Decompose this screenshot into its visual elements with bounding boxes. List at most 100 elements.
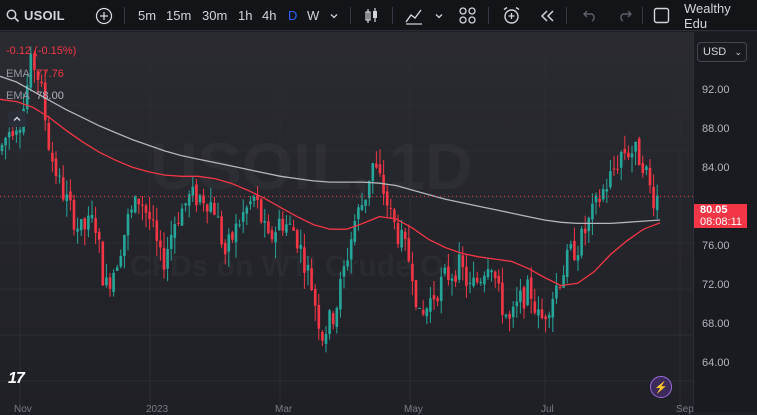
candle-body <box>490 270 493 273</box>
candle-body <box>101 241 105 286</box>
interval-5m[interactable]: 5m <box>138 8 157 23</box>
account-name[interactable]: Wealthy Edu <box>684 0 731 31</box>
candle-body <box>317 305 321 329</box>
interval-dropdown[interactable] <box>329 0 339 31</box>
candle-body <box>522 287 526 309</box>
candle-body <box>252 196 256 201</box>
rewind-icon <box>540 9 554 22</box>
candle-body <box>7 132 11 138</box>
candle-body <box>184 203 187 206</box>
interval-d[interactable]: D <box>288 8 298 23</box>
candle-body <box>72 199 76 230</box>
candle-body <box>40 81 43 84</box>
redo-button[interactable] <box>617 0 632 31</box>
candle-body <box>249 201 252 205</box>
candle-body <box>119 255 123 267</box>
alert-button[interactable] <box>502 0 521 31</box>
fullscreen-button[interactable] <box>653 0 670 31</box>
candle-body <box>504 314 508 317</box>
currency-select[interactable]: USD ⌄ <box>697 42 747 62</box>
interval-4h[interactable]: 4h <box>262 8 277 23</box>
chart-area[interactable]: USOIL, 1D CFDs on WTI Crude Oil -0.12 (-… <box>0 32 757 415</box>
candle-body <box>339 279 342 310</box>
price-plot <box>0 46 693 353</box>
chart-pane[interactable]: USOIL, 1D CFDs on WTI Crude Oil -0.12 (-… <box>0 32 694 415</box>
chart-type-button[interactable] <box>364 0 380 31</box>
candle-body <box>501 282 504 315</box>
candle-body <box>69 191 72 201</box>
redo-icon <box>620 10 632 22</box>
candles-icon <box>365 7 377 23</box>
candle-body <box>616 168 619 170</box>
candle-body <box>648 167 652 186</box>
candle-body <box>177 222 180 224</box>
candle-body <box>148 211 151 220</box>
candle-body <box>54 158 58 177</box>
candle-body <box>486 269 490 277</box>
candle-body <box>202 195 205 204</box>
candle-body <box>303 247 306 273</box>
time-label: Nov <box>14 404 32 415</box>
candle-body <box>461 255 465 268</box>
candle-body <box>94 218 97 233</box>
symbol-search[interactable]: USOIL <box>6 0 65 31</box>
candle-body <box>411 263 414 282</box>
lightning-icon[interactable]: ⚡ <box>650 376 672 398</box>
interval-w[interactable]: W <box>307 8 320 23</box>
candle-body <box>349 239 353 260</box>
currency-value: USD <box>703 46 727 58</box>
compare-symbol-button[interactable] <box>95 0 113 31</box>
candle-body <box>353 221 357 242</box>
layout-grid-icon <box>459 7 476 24</box>
legend-collapse-button[interactable] <box>8 111 26 127</box>
legend-ema-slow[interactable]: EMA 78.00 <box>6 90 64 102</box>
price-tick: 72.00 <box>702 279 730 291</box>
indicators-button[interactable] <box>405 0 423 31</box>
candle-body <box>115 267 119 271</box>
interval-15m[interactable]: 15m <box>166 8 192 23</box>
candle-body <box>144 205 148 213</box>
candle-body <box>483 275 486 285</box>
chevron-up-icon <box>13 116 21 121</box>
candle-body <box>429 298 432 312</box>
candle-body <box>360 205 364 211</box>
candle-body <box>137 198 141 205</box>
candle-body <box>227 234 231 252</box>
time-label: Mar <box>275 404 293 415</box>
time-label: Sep <box>676 404 694 415</box>
candle-body <box>540 309 544 318</box>
candle-body <box>594 195 598 203</box>
interval-30m[interactable]: 30m <box>202 8 228 23</box>
candle-body <box>652 186 655 209</box>
candle-body <box>90 214 94 219</box>
candle-body <box>166 248 169 269</box>
legend-ema-fast[interactable]: EMA 77.76 <box>6 68 64 80</box>
candle-body <box>0 144 4 152</box>
square-icon <box>653 7 670 24</box>
candle-body <box>58 175 61 177</box>
candle-body <box>414 280 418 308</box>
alarm-clock-icon <box>503 6 520 24</box>
candle-body <box>641 163 645 174</box>
legend-change: -0.12 (-0.15%) <box>6 45 76 57</box>
replay-button[interactable] <box>539 0 555 31</box>
candle-body <box>598 198 601 202</box>
candle-body <box>274 232 277 243</box>
candle-body <box>439 276 443 302</box>
layout-button[interactable] <box>459 0 476 31</box>
candle-body <box>472 277 475 286</box>
candle-body <box>587 217 591 232</box>
indicators-dropdown[interactable] <box>434 0 444 31</box>
candle-body <box>216 216 220 218</box>
symbol-name: USOIL <box>24 8 65 23</box>
candle-body <box>256 194 259 201</box>
interval-1h[interactable]: 1h <box>238 8 253 23</box>
candle-body <box>51 152 54 162</box>
candle-body <box>468 282 472 284</box>
candle-body <box>198 195 202 203</box>
candle-body <box>627 152 630 158</box>
candle-body <box>378 164 382 174</box>
candle-body <box>529 277 533 299</box>
chevron-down-icon <box>435 13 443 18</box>
undo-button[interactable] <box>583 0 598 31</box>
